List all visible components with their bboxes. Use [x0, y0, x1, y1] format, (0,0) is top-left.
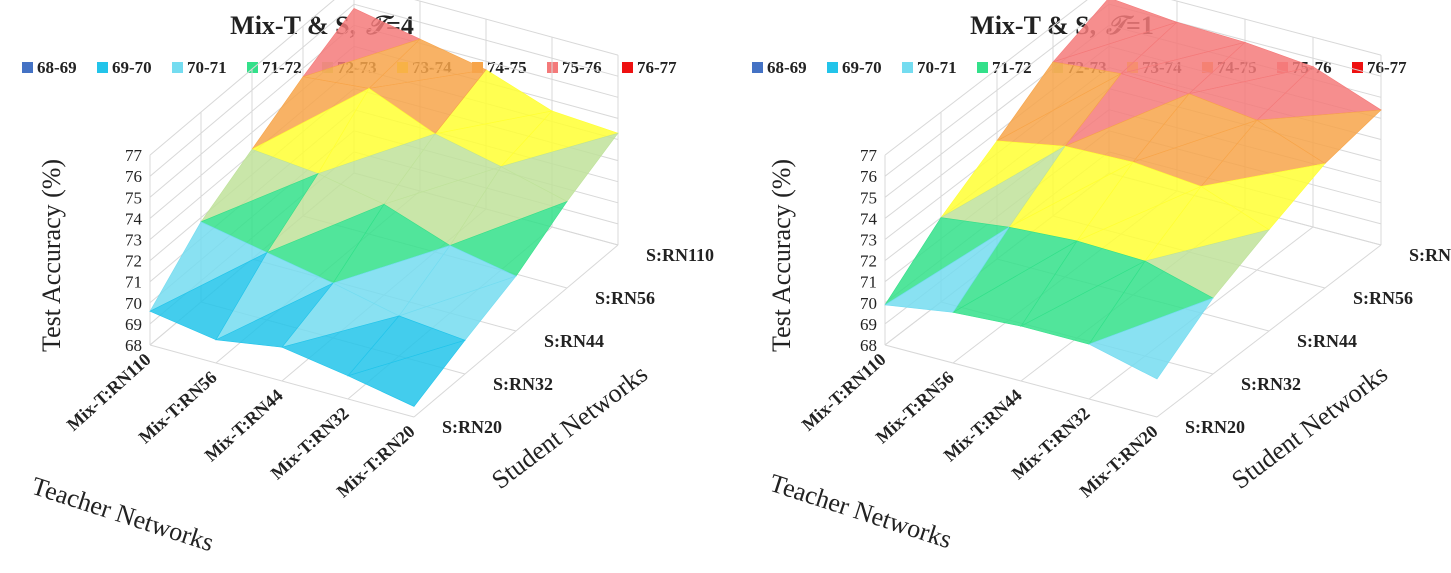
- z-tick-label: 72: [860, 252, 877, 271]
- legend-label: 71-72: [262, 58, 302, 77]
- surface-facet: [347, 339, 466, 407]
- z-tick-label: 77: [125, 146, 143, 165]
- legend-swatch: [172, 62, 183, 73]
- legend-swatch: [22, 62, 33, 73]
- student-category-label: S:RN44: [544, 331, 604, 351]
- legend-label: 75-76: [562, 58, 602, 77]
- teacher-category-label: Mix-T:RN20: [1076, 421, 1162, 501]
- surface-chart-tau-4: Mix-T & S,𝒯=4 68-6969-7070-7171-7272-737…: [22, 0, 714, 557]
- x-axis-title: Teacher Networks: [766, 468, 955, 554]
- student-axis-categories: S:RN20 S:RN32 S:RN44 S:RN56 S:RN110: [442, 245, 714, 437]
- teacher-category-label: Mix-T:RN56: [135, 367, 221, 447]
- student-category-label: S:RN32: [1241, 374, 1301, 394]
- surface-mesh: [884, 0, 1382, 380]
- z-tick-label: 69: [860, 315, 877, 334]
- student-category-label: S:RN20: [442, 417, 502, 437]
- legend-item-75-76: 75-76: [547, 58, 602, 77]
- legend-item-71-72: 71-72: [247, 58, 302, 77]
- legend-swatch: [1352, 62, 1363, 73]
- legend-swatch: [977, 62, 988, 73]
- legend-label: 76-77: [1367, 58, 1407, 77]
- legend-item-71-72: 71-72: [977, 58, 1032, 77]
- teacher-category-label: Mix-T:RN110: [798, 349, 890, 435]
- student-category-label: S:RN110: [646, 245, 714, 265]
- student-category-label: S:RN56: [1353, 288, 1413, 308]
- legend-label: 71-72: [992, 58, 1032, 77]
- surface-facet: [281, 315, 400, 377]
- teacher-axis-categories: Mix-T:RN110Mix-T:RN56Mix-T:RN44Mix-T:RN3…: [798, 349, 1162, 501]
- student-category-label: S:RN110: [1409, 245, 1451, 265]
- legend-swatch: [622, 62, 633, 73]
- legend-item-70-71: 70-71: [902, 58, 957, 77]
- surface-facet: [952, 240, 1078, 327]
- legend-label: 68-69: [767, 58, 807, 77]
- surface-facet: [1020, 260, 1146, 345]
- surface-facet: [149, 251, 268, 341]
- legend-label: 68-69: [37, 58, 77, 77]
- z-tick-label: 77: [860, 146, 878, 165]
- legend-item-68-69: 68-69: [22, 58, 77, 77]
- z-tick-label: 75: [860, 188, 877, 207]
- surface-facet: [214, 282, 334, 348]
- student-category-label: S:RN20: [1185, 417, 1245, 437]
- z-tick-label: 76: [860, 167, 877, 186]
- teacher-category-label: Mix-T:RN56: [872, 367, 958, 447]
- legend-label: 76-77: [637, 58, 677, 77]
- surface-chart-tau-1: Mix-T & S,𝒯=1 68-6969-7070-7171-7272-737…: [752, 0, 1451, 554]
- z-axis-ticks: 68 69 70 71 72 73 74 75 76 77: [125, 146, 143, 355]
- teacher-category-label: Mix-T:RN20: [333, 421, 419, 501]
- z-tick-label: 70: [860, 294, 877, 313]
- student-category-label: S:RN56: [595, 288, 655, 308]
- student-axis-categories: S:RN20 S:RN32 S:RN44 S:RN56 S:RN110: [1185, 245, 1451, 437]
- student-category-label: S:RN44: [1297, 331, 1357, 351]
- z-tick-label: 71: [860, 273, 877, 292]
- surface-mesh: [149, 8, 620, 407]
- z-tick-label: 68: [125, 336, 142, 355]
- z-axis-ticks: 68 69 70 71 72 73 74 75 76 77: [860, 146, 878, 355]
- legend-item-69-70: 69-70: [827, 58, 882, 77]
- legend-label: 70-71: [917, 58, 957, 77]
- z-tick-label: 68: [860, 336, 877, 355]
- x-axis-title: Teacher Networks: [28, 471, 217, 557]
- student-category-label: S:RN32: [493, 374, 553, 394]
- z-tick-label: 69: [125, 315, 142, 334]
- legend-label: 69-70: [112, 58, 152, 77]
- legend-item-76-77: 76-77: [1352, 58, 1407, 77]
- legend-item-76-77: 76-77: [622, 58, 677, 77]
- z-tick-label: 75: [125, 188, 142, 207]
- surface-facet: [1088, 297, 1214, 380]
- legend-swatch: [247, 62, 258, 73]
- legend-swatch: [902, 62, 913, 73]
- teacher-category-label: Mix-T:RN44: [201, 385, 287, 465]
- teacher-category-label: Mix-T:RN110: [63, 349, 155, 435]
- teacher-category-label: Mix-T:RN44: [940, 385, 1026, 465]
- z-tick-label: 74: [125, 209, 143, 228]
- z-tick-label: 71: [125, 273, 142, 292]
- z-tick-label: 74: [860, 209, 878, 228]
- legend-item-70-71: 70-71: [172, 58, 227, 77]
- z-axis-title: Test Accuracy (%): [767, 159, 796, 352]
- z-tick-label: 72: [125, 252, 142, 271]
- z-tick-label: 73: [860, 231, 877, 250]
- legend-swatch: [827, 62, 838, 73]
- teacher-category-label: Mix-T:RN32: [1008, 403, 1094, 483]
- legend-swatch: [752, 62, 763, 73]
- legend-label: 69-70: [842, 58, 882, 77]
- legend-item-69-70: 69-70: [97, 58, 152, 77]
- z-axis-title: Test Accuracy (%): [37, 159, 66, 352]
- teacher-category-label: Mix-T:RN32: [267, 403, 353, 483]
- z-tick-label: 73: [125, 231, 142, 250]
- surface-facet: [884, 226, 1010, 313]
- z-tick-label: 70: [125, 294, 142, 313]
- legend-label: 70-71: [187, 58, 227, 77]
- z-tick-label: 76: [125, 167, 142, 186]
- legend-swatch: [97, 62, 108, 73]
- legend-item-68-69: 68-69: [752, 58, 807, 77]
